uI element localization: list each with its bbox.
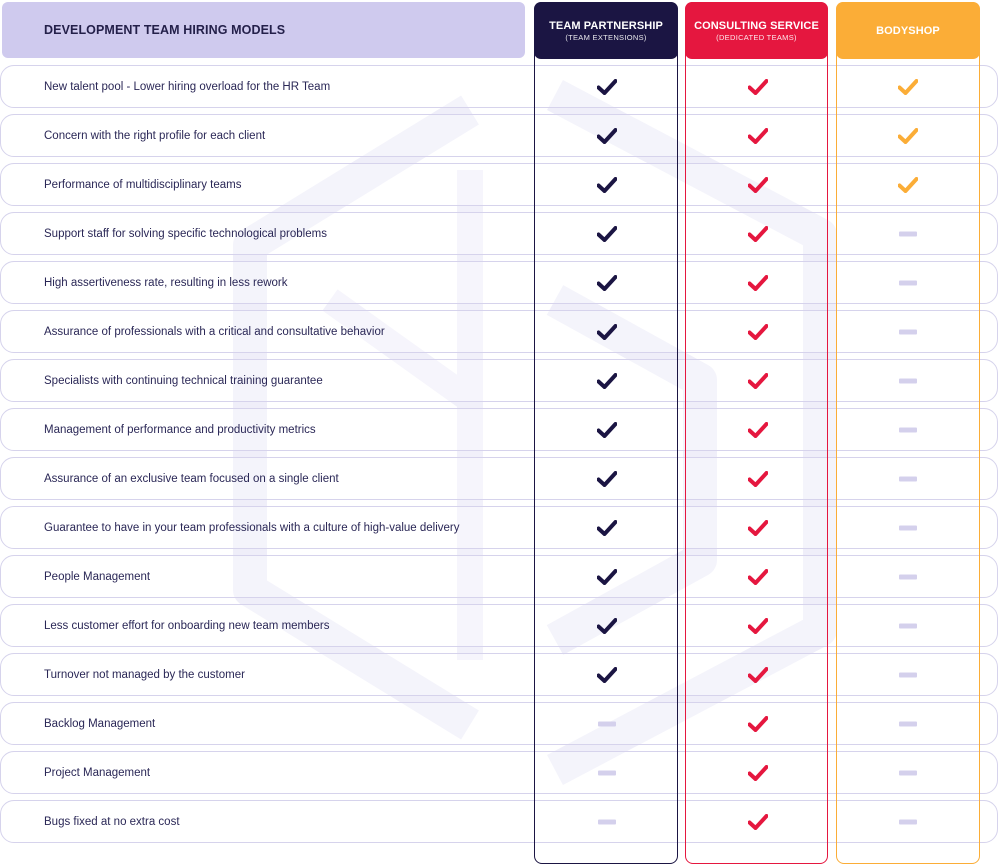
check-icon [746, 813, 770, 831]
check-icon [746, 372, 770, 390]
table-row: People Management [0, 555, 998, 598]
check-icon [595, 568, 619, 586]
team-partnership-subtitle: (TEAM EXTENSIONS) [565, 32, 647, 42]
table-row: Concern with the right profile for each … [0, 114, 998, 157]
feature-label: Project Management [44, 766, 151, 779]
dash-icon [896, 470, 920, 488]
table-row: High assertiveness rate, resulting in le… [0, 261, 998, 304]
check-icon [746, 78, 770, 96]
check-icon [595, 666, 619, 684]
check-icon [746, 176, 770, 194]
feature-label: Specialists with continuing technical tr… [44, 374, 323, 387]
check-icon [746, 568, 770, 586]
feature-label: Backlog Management [44, 717, 156, 730]
feature-label: High assertiveness rate, resulting in le… [44, 276, 288, 289]
check-icon [896, 78, 920, 96]
dash-icon [896, 519, 920, 537]
dash-icon [595, 764, 619, 782]
check-icon [595, 274, 619, 292]
check-icon [746, 225, 770, 243]
check-icon [595, 225, 619, 243]
dash-icon [896, 764, 920, 782]
table-row: Specialists with continuing technical tr… [0, 359, 998, 402]
team-partnership-header: TEAM PARTNERSHIP (TEAM EXTENSIONS) [534, 2, 678, 59]
table-row: Support staff for solving specific techn… [0, 212, 998, 255]
table-row: Assurance of an exclusive team focused o… [0, 457, 998, 500]
dash-icon [896, 813, 920, 831]
bodyshop-header: BODYSHOP [836, 2, 980, 59]
bodyshop-title: BODYSHOP [876, 24, 940, 37]
dash-icon [896, 617, 920, 635]
table-title: DEVELOPMENT TEAM HIRING MODELS [2, 2, 525, 58]
table-row: Performance of multidisciplinary teams [0, 163, 998, 206]
check-icon [595, 519, 619, 537]
table-row: Less customer effort for onboarding new … [0, 604, 998, 647]
feature-label: Assurance of professionals with a critic… [44, 325, 385, 338]
feature-label: New talent pool - Lower hiring overload … [44, 80, 331, 93]
feature-label: Bugs fixed at no extra cost [44, 815, 180, 828]
dash-icon [896, 372, 920, 390]
check-icon [595, 78, 619, 96]
check-icon [595, 127, 619, 145]
feature-label: Assurance of an exclusive team focused o… [44, 472, 339, 485]
dash-icon [896, 225, 920, 243]
team-partnership-title: TEAM PARTNERSHIP [549, 19, 663, 32]
consulting-service-column [685, 2, 828, 864]
table-row: Assurance of professionals with a critic… [0, 310, 998, 353]
check-icon [746, 274, 770, 292]
bodyshop-column [836, 2, 980, 864]
check-icon [746, 617, 770, 635]
table-row: Turnover not managed by the customer [0, 653, 998, 696]
dash-icon [896, 421, 920, 439]
dash-icon [896, 274, 920, 292]
team-partnership-column [534, 2, 678, 864]
table-row: Bugs fixed at no extra cost [0, 800, 998, 843]
check-icon [746, 323, 770, 341]
dash-icon [595, 813, 619, 831]
table-row: New talent pool - Lower hiring overload … [0, 65, 998, 108]
table-row: Management of performance and productivi… [0, 408, 998, 451]
check-icon [595, 176, 619, 194]
feature-label: Concern with the right profile for each … [44, 129, 266, 142]
feature-label: Support staff for solving specific techn… [44, 227, 327, 240]
dash-icon [896, 323, 920, 341]
dash-icon [896, 715, 920, 733]
consulting-service-header: CONSULTING SERVICE (DEDICATED TEAMS) [685, 2, 828, 59]
check-icon [746, 764, 770, 782]
check-icon [595, 372, 619, 390]
check-icon [746, 666, 770, 684]
dash-icon [896, 666, 920, 684]
check-icon [595, 617, 619, 635]
feature-label: Performance of multidisciplinary teams [44, 178, 242, 191]
feature-label: People Management [44, 570, 151, 583]
dash-icon [595, 715, 619, 733]
check-icon [746, 715, 770, 733]
feature-label: Less customer effort for onboarding new … [44, 619, 330, 632]
consulting-service-subtitle: (DEDICATED TEAMS) [716, 32, 797, 42]
dash-icon [896, 568, 920, 586]
feature-label: Turnover not managed by the customer [44, 668, 245, 681]
check-icon [896, 127, 920, 145]
table-row: Backlog Management [0, 702, 998, 745]
check-icon [595, 470, 619, 488]
check-icon [746, 421, 770, 439]
check-icon [746, 519, 770, 537]
check-icon [896, 176, 920, 194]
consulting-service-title: CONSULTING SERVICE [694, 19, 819, 32]
check-icon [595, 323, 619, 341]
check-icon [595, 421, 619, 439]
check-icon [746, 470, 770, 488]
check-icon [746, 127, 770, 145]
feature-label: Guarantee to have in your team professio… [44, 521, 460, 534]
feature-label: Management of performance and productivi… [44, 423, 316, 436]
table-row: Project Management [0, 751, 998, 794]
table-row: Guarantee to have in your team professio… [0, 506, 998, 549]
